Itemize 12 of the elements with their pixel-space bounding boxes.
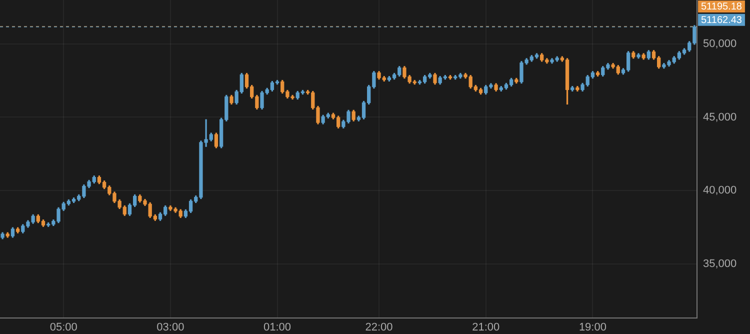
y-tick-label: 45,000 bbox=[703, 111, 737, 124]
x-tick-label: 01:00 bbox=[264, 322, 292, 334]
y-tick-label: 40,000 bbox=[703, 184, 737, 197]
ref-line-label: 51162.43 bbox=[701, 15, 742, 26]
x-tick-label: 21:00 bbox=[472, 322, 500, 334]
x-tick-label: 03:00 bbox=[156, 322, 184, 334]
ref-line-label: 51195.18 bbox=[701, 2, 742, 13]
x-tick-label: 22:00 bbox=[365, 322, 393, 334]
x-tick-label: 19:00 bbox=[578, 322, 606, 334]
y-tick-label: 35,000 bbox=[703, 258, 737, 270]
y-tick-label: 50,000 bbox=[703, 38, 737, 50]
x-tick-label: 05:00 bbox=[50, 322, 78, 334]
